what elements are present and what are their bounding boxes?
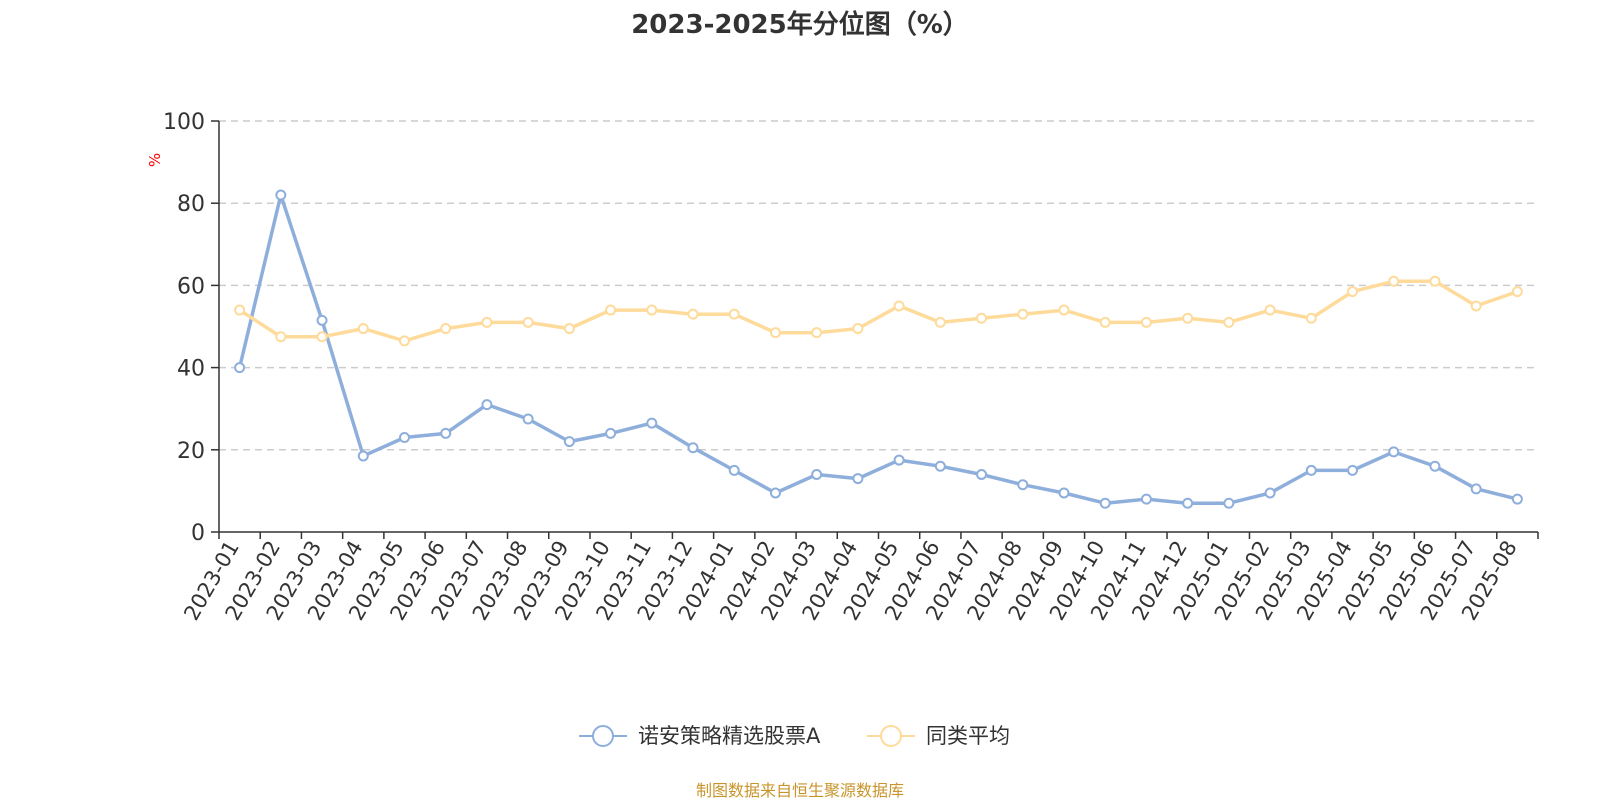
data-point-0[interactable] xyxy=(687,442,699,454)
legend-label: 同类平均 xyxy=(926,724,1010,748)
data-point-1[interactable] xyxy=(234,304,246,316)
data-point-0[interactable] xyxy=(646,417,658,429)
data-point-1[interactable] xyxy=(481,316,493,328)
y-tick-label: 100 xyxy=(163,110,205,135)
data-point-0[interactable] xyxy=(316,314,328,326)
data-point-1[interactable] xyxy=(1470,300,1482,312)
data-point-0[interactable] xyxy=(811,468,823,480)
data-point-1[interactable] xyxy=(646,304,658,316)
y-tick-label: 80 xyxy=(177,192,205,217)
data-point-0[interactable] xyxy=(728,464,740,476)
data-point-1[interactable] xyxy=(440,323,452,335)
data-point-1[interactable] xyxy=(605,304,617,316)
data-point-0[interactable] xyxy=(522,413,534,425)
data-point-1[interactable] xyxy=(1347,286,1359,298)
data-point-0[interactable] xyxy=(440,427,452,439)
data-point-0[interactable] xyxy=(275,189,287,201)
y-tick-label: 40 xyxy=(177,357,205,382)
y-tick-label: 20 xyxy=(177,439,205,464)
data-point-1[interactable] xyxy=(1388,275,1400,287)
data-point-0[interactable] xyxy=(1347,464,1359,476)
data-point-0[interactable] xyxy=(1140,493,1152,505)
data-point-1[interactable] xyxy=(1182,312,1194,324)
data-point-0[interactable] xyxy=(852,473,864,485)
data-point-1[interactable] xyxy=(934,316,946,328)
data-point-0[interactable] xyxy=(1429,460,1441,472)
y-tick-label: 0 xyxy=(191,521,205,546)
data-point-0[interactable] xyxy=(1058,487,1070,499)
legend-swatch-marker xyxy=(880,725,902,747)
data-point-1[interactable] xyxy=(1099,316,1111,328)
data-point-1[interactable] xyxy=(316,331,328,343)
data-point-0[interactable] xyxy=(1264,487,1276,499)
data-point-0[interactable] xyxy=(357,450,369,462)
data-point-0[interactable] xyxy=(563,436,575,448)
data-point-1[interactable] xyxy=(1305,312,1317,324)
data-point-1[interactable] xyxy=(769,327,781,339)
legend[interactable]: 诺安策略精选股票A 同类平均 xyxy=(579,724,1010,748)
data-point-1[interactable] xyxy=(1511,286,1523,298)
y-tick-label: 60 xyxy=(177,274,205,299)
data-point-0[interactable] xyxy=(1388,446,1400,458)
data-point-0[interactable] xyxy=(1017,479,1029,491)
data-point-1[interactable] xyxy=(728,308,740,320)
data-point-1[interactable] xyxy=(563,323,575,335)
data-point-1[interactable] xyxy=(1017,308,1029,320)
data-point-1[interactable] xyxy=(852,323,864,335)
data-point-0[interactable] xyxy=(481,399,493,411)
source-note: 制图数据来自恒生聚源数据库 xyxy=(696,781,904,800)
data-point-0[interactable] xyxy=(976,468,988,480)
data-point-1[interactable] xyxy=(1429,275,1441,287)
data-point-0[interactable] xyxy=(1305,464,1317,476)
series-line-1 xyxy=(238,279,1518,343)
data-point-0[interactable] xyxy=(893,454,905,466)
data-point-1[interactable] xyxy=(522,316,534,328)
data-point-0[interactable] xyxy=(1470,483,1482,495)
data-point-0[interactable] xyxy=(1223,497,1235,509)
data-point-1[interactable] xyxy=(398,335,410,347)
chart-title: 2023-2025年分位图（%） xyxy=(631,9,969,40)
data-point-1[interactable] xyxy=(1058,304,1070,316)
data-point-1[interactable] xyxy=(893,300,905,312)
data-point-0[interactable] xyxy=(1182,497,1194,509)
data-point-1[interactable] xyxy=(1140,316,1152,328)
y-axis-unit: % xyxy=(146,153,164,167)
legend-label: 诺安策略精选股票A xyxy=(638,724,821,748)
data-point-1[interactable] xyxy=(811,327,823,339)
data-point-0[interactable] xyxy=(1511,493,1523,505)
series-line-0 xyxy=(237,193,1518,505)
gridlines xyxy=(219,120,1538,451)
data-point-0[interactable] xyxy=(769,487,781,499)
y-tick-labels: 0 20 40 60 80 100 xyxy=(163,110,205,546)
x-tick-labels: 2023-012023-022023-032023-042023-052023-… xyxy=(179,537,1521,625)
legend-item-fund[interactable]: 诺安策略精选股票A xyxy=(579,724,821,748)
legend-item-average[interactable]: 同类平均 xyxy=(867,724,1010,748)
data-point-1[interactable] xyxy=(1223,316,1235,328)
axes xyxy=(211,120,1539,539)
series-lines xyxy=(234,189,1523,509)
data-point-0[interactable] xyxy=(398,431,410,443)
legend-swatch-marker xyxy=(592,725,614,747)
data-point-1[interactable] xyxy=(1264,304,1276,316)
data-point-1[interactable] xyxy=(357,323,369,335)
data-point-0[interactable] xyxy=(605,427,617,439)
data-point-1[interactable] xyxy=(687,308,699,320)
data-point-0[interactable] xyxy=(234,362,246,374)
data-point-1[interactable] xyxy=(275,331,287,343)
data-point-1[interactable] xyxy=(976,312,988,324)
data-point-0[interactable] xyxy=(1099,497,1111,509)
data-point-0[interactable] xyxy=(934,460,946,472)
